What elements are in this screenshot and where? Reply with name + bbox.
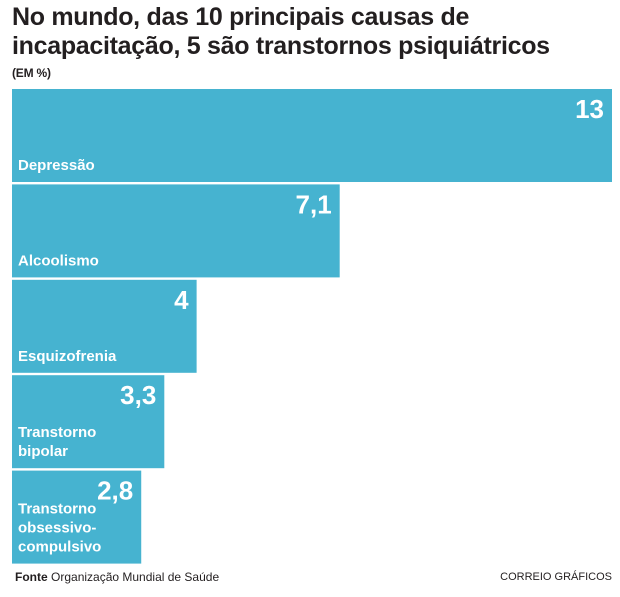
bar [12,89,612,182]
bar [12,375,165,469]
bar-value-label: 2,8 [97,476,133,506]
category-label: Transtorno obsessivo-compulsivo [18,501,101,556]
unit-label: (EM %) [12,66,51,80]
source-label: Fonte [15,570,48,584]
bar-value-label: 13 [575,94,604,124]
chart-title: No mundo, das 10 principais causas de in… [12,3,550,60]
bar [12,279,197,373]
bar [12,184,340,278]
category-label: Depressão [18,157,95,174]
category-label: Transtorno bipolar [18,424,96,460]
category-label: Alcoolismo [18,252,99,269]
bar [12,470,142,564]
category-label: Esquizofrenia [18,348,117,365]
bar-value-label: 3,3 [120,380,156,410]
bar-value-label: 4 [174,285,189,315]
source-text: Organização Mundial de Saúde [51,570,220,584]
credit-label: CORREIO GRÁFICOS [500,571,612,583]
source-note: Fonte Organização Mundial de Saúde [15,570,219,584]
bar-value-label: 7,1 [296,189,332,219]
